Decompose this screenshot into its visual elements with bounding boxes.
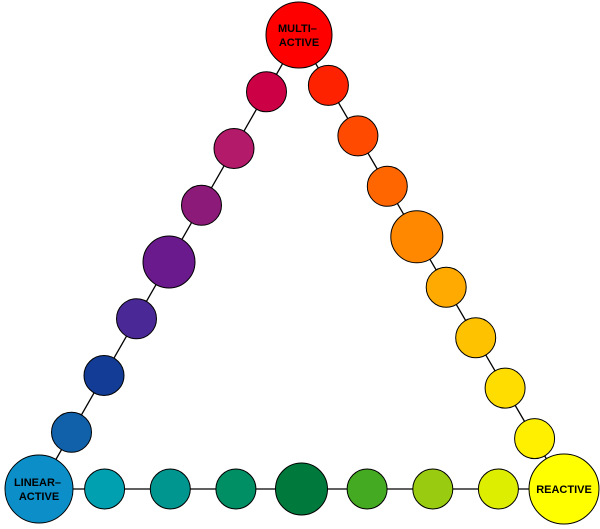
bottom-side-circle xyxy=(275,462,328,516)
vertex-label-reactive: REACTIVE xyxy=(536,484,592,496)
bottom-side-circle xyxy=(477,468,519,510)
bottom-side-circle xyxy=(149,468,191,510)
label-line: ACTIVE xyxy=(19,491,59,503)
left-side-circle xyxy=(116,298,157,340)
left-side-circle xyxy=(83,355,125,396)
right-side-circle xyxy=(366,165,408,207)
right-side-circle xyxy=(484,367,526,409)
right-side-circle xyxy=(455,317,497,359)
label-line: ACTIVE xyxy=(279,37,319,49)
left-side-circle xyxy=(246,71,287,113)
left-side-circle xyxy=(181,184,222,226)
triangle-edge-line xyxy=(298,34,565,490)
label-line: REACTIVE xyxy=(536,484,592,496)
vertex-circle-reactive xyxy=(528,453,600,525)
right-side-circle xyxy=(337,115,379,157)
right-side-circle xyxy=(307,64,349,106)
vertex-reactive: REACTIVE xyxy=(528,453,600,525)
right-side-circle xyxy=(390,210,444,264)
triangle-edges xyxy=(38,34,565,490)
left-side-circle xyxy=(51,411,92,453)
edge-circles xyxy=(51,64,556,516)
left-side-circle xyxy=(213,128,255,169)
vertex-circle-multi-active xyxy=(265,1,333,69)
vertex-circle-linear-active xyxy=(4,454,74,524)
left-side-circle xyxy=(142,235,196,289)
right-side-circle xyxy=(514,418,556,460)
vertex-multi-active: MULTI– ACTIVE xyxy=(265,1,333,69)
bottom-side-circle xyxy=(412,468,454,510)
label-line: LINEAR– xyxy=(14,477,61,489)
vertex-label-multi-active: MULTI– ACTIVE xyxy=(278,23,320,49)
right-side-circle xyxy=(425,266,467,308)
label-line: MULTI– xyxy=(278,23,317,35)
bottom-side-circle xyxy=(215,468,257,510)
vertex-label-linear-active: LINEAR– ACTIVE xyxy=(14,477,64,503)
vertex-linear-active: LINEAR– ACTIVE xyxy=(4,454,74,524)
bottom-side-circle xyxy=(84,468,126,510)
bottom-side-circle xyxy=(346,468,388,510)
